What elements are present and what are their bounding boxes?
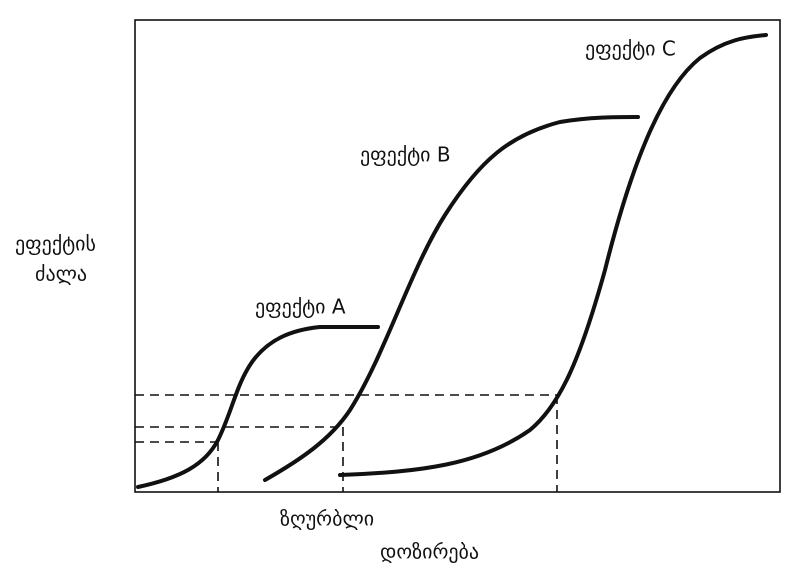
threshold-label: ზღურბლი bbox=[280, 507, 374, 531]
curve-a bbox=[136, 325, 380, 489]
threshold-guides bbox=[135, 394, 558, 492]
y-axis-label: ეფექტის bbox=[15, 232, 96, 256]
y-axis-label: ძალა bbox=[35, 262, 87, 286]
curve-b bbox=[263, 115, 640, 482]
curve-label: ეფექტი C bbox=[585, 37, 676, 61]
plot-frame bbox=[134, 19, 781, 493]
curve-label: ეფექტი B bbox=[360, 143, 451, 167]
curve-label: ეფექტი A bbox=[255, 295, 346, 319]
curve-c bbox=[338, 33, 768, 477]
x-axis-label: დოზირება bbox=[380, 540, 479, 564]
